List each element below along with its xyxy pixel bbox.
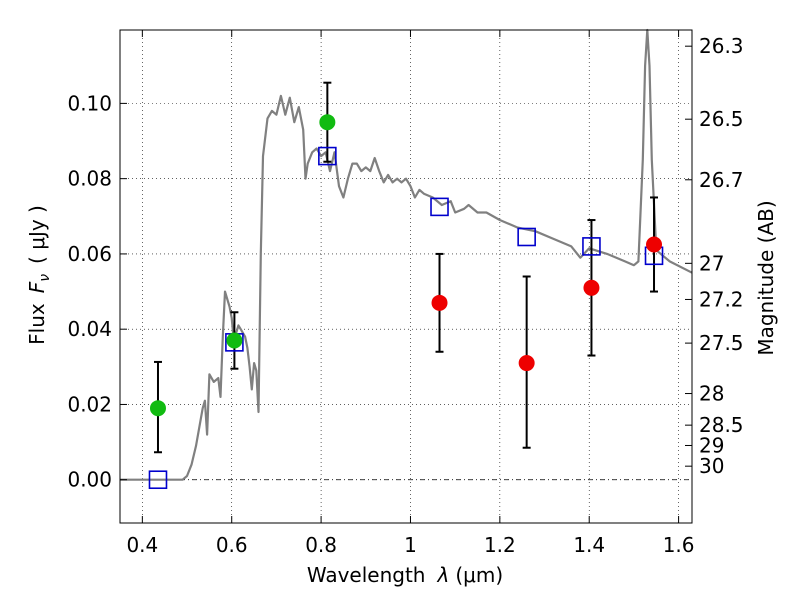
x-tick-label: 0.6 <box>216 533 248 557</box>
magnitude-tick-label: 28 <box>699 382 724 406</box>
y-axis-label-symbol: F <box>25 281 49 293</box>
y-tick-label: 0.06 <box>67 242 112 266</box>
magnitude-axis-label: Magnitude (AB) <box>754 200 778 355</box>
nir-flux-point <box>583 279 600 296</box>
x-axis-label-text: Wavelength <box>307 563 426 587</box>
optical-flux-point <box>319 114 336 131</box>
magnitude-tick-label: 27.5 <box>699 331 744 355</box>
x-axis-label-unit: (μm) <box>455 563 503 587</box>
template-sed-line <box>120 28 693 481</box>
magnitude-tick-label: 26.7 <box>699 168 744 192</box>
error-bars <box>153 81 659 454</box>
magnitude-tick-label: 30 <box>699 454 724 478</box>
y-tick-label: 0.08 <box>67 167 112 191</box>
magnitude-tick-label: 26.5 <box>699 107 744 131</box>
x-tick-label: 1.4 <box>573 533 605 557</box>
magnitude-tick-label: 29 <box>699 433 724 457</box>
nir-flux-point <box>431 294 448 311</box>
model-photometry-square <box>318 146 337 166</box>
model-photometry-markers <box>148 146 664 490</box>
nir-flux-point <box>646 236 663 253</box>
magnitude-tick-label: 27 <box>699 251 724 275</box>
x-axis-label: Wavelength λ (μm) <box>307 563 503 587</box>
grid <box>120 30 692 523</box>
magnitude-tick-label: 28.5 <box>699 413 744 437</box>
x-tick-label: 0.4 <box>126 533 158 557</box>
x-tick-label: 1.6 <box>663 533 695 557</box>
model-photometry-square <box>148 470 168 490</box>
y-tick-label: 0.02 <box>67 392 112 416</box>
plot-frame <box>119 29 693 524</box>
x-tick-label: 1 <box>404 533 417 557</box>
observed-photometry-markers <box>149 114 663 417</box>
y-tick-label: 0.00 <box>67 468 112 492</box>
nir-flux-point <box>518 355 535 372</box>
y-axis-ticks: 0.00 0.02 0.04 0.06 0.08 0.10 <box>67 91 127 492</box>
model-photometry-square <box>517 227 536 247</box>
model-photometry-square <box>582 237 601 256</box>
y-tick-label: 0.10 <box>67 91 112 115</box>
magnitude-tick-label: 27.2 <box>699 287 744 311</box>
optical-flux-point <box>149 400 166 417</box>
y-tick-label: 0.04 <box>67 317 112 341</box>
y-axis-label-unit: ( μJy ) <box>25 205 49 264</box>
x-tick-label: 1.2 <box>484 533 516 557</box>
optical-flux-point <box>226 332 243 349</box>
magnitude-tick-label: 26.3 <box>699 34 744 58</box>
y-axis-label: Flux Fν ( μJy ) <box>25 205 53 345</box>
x-tick-label: 0.8 <box>305 533 337 557</box>
x-axis-label-symbol: λ <box>437 563 450 587</box>
model-photometry-square <box>430 197 449 217</box>
y-axis-label-text: Flux <box>25 303 49 345</box>
x-axis-ticks: 0.4 0.6 0.8 1 1.2 1.4 1.6 <box>126 30 695 557</box>
y-axis-label-subscript: ν <box>37 274 53 282</box>
